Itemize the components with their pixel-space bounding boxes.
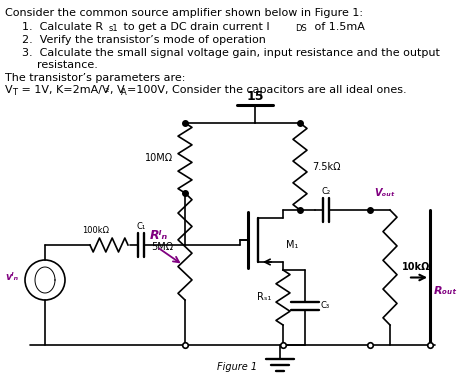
Text: , V: , V: [110, 85, 125, 95]
Text: 10MΩ: 10MΩ: [145, 153, 173, 163]
Text: 1.  Calculate R: 1. Calculate R: [22, 22, 103, 32]
Text: 7.5kΩ: 7.5kΩ: [312, 161, 340, 171]
Text: Rₛ₁: Rₛ₁: [256, 293, 271, 303]
Text: C₁: C₁: [137, 222, 146, 231]
Text: Rᴵₙ: Rᴵₙ: [150, 229, 168, 242]
Text: of 1.5mA: of 1.5mA: [311, 22, 365, 32]
Text: 5MΩ: 5MΩ: [151, 241, 173, 252]
Text: M₁: M₁: [286, 240, 298, 250]
Text: =100V, Consider the capacitors are all ideal ones.: =100V, Consider the capacitors are all i…: [127, 85, 407, 95]
Text: to get a DC drain current I: to get a DC drain current I: [120, 22, 270, 32]
Text: Consider the common source amplifier shown below in Figure 1:: Consider the common source amplifier sho…: [5, 8, 363, 18]
Text: resistance.: resistance.: [37, 60, 98, 70]
Text: 2.  Verify the transistor’s mode of operation: 2. Verify the transistor’s mode of opera…: [22, 35, 266, 45]
Text: Rₒᵤₜ: Rₒᵤₜ: [434, 286, 457, 296]
Text: 3.  Calculate the small signal voltage gain, input resistance and the output: 3. Calculate the small signal voltage ga…: [22, 48, 440, 58]
Text: V: V: [5, 85, 13, 95]
Text: Figure 1: Figure 1: [217, 362, 257, 372]
Text: 100kΩ: 100kΩ: [82, 226, 109, 235]
Text: C₂: C₂: [321, 187, 330, 196]
Text: DS: DS: [295, 24, 307, 33]
Text: Vₒᵤₜ: Vₒᵤₜ: [374, 188, 394, 198]
Text: s1: s1: [109, 24, 118, 33]
Text: vᴵₙ: vᴵₙ: [6, 272, 19, 282]
Text: ²: ²: [105, 88, 109, 98]
Text: The transistor’s parameters are:: The transistor’s parameters are:: [5, 73, 185, 83]
Text: 15: 15: [246, 90, 264, 103]
Text: = 1V, K=2mA/V: = 1V, K=2mA/V: [18, 85, 109, 95]
Text: 10kΩ: 10kΩ: [402, 262, 430, 272]
Text: A: A: [121, 88, 127, 97]
Text: C₃: C₃: [321, 301, 330, 310]
Text: T: T: [12, 88, 17, 97]
